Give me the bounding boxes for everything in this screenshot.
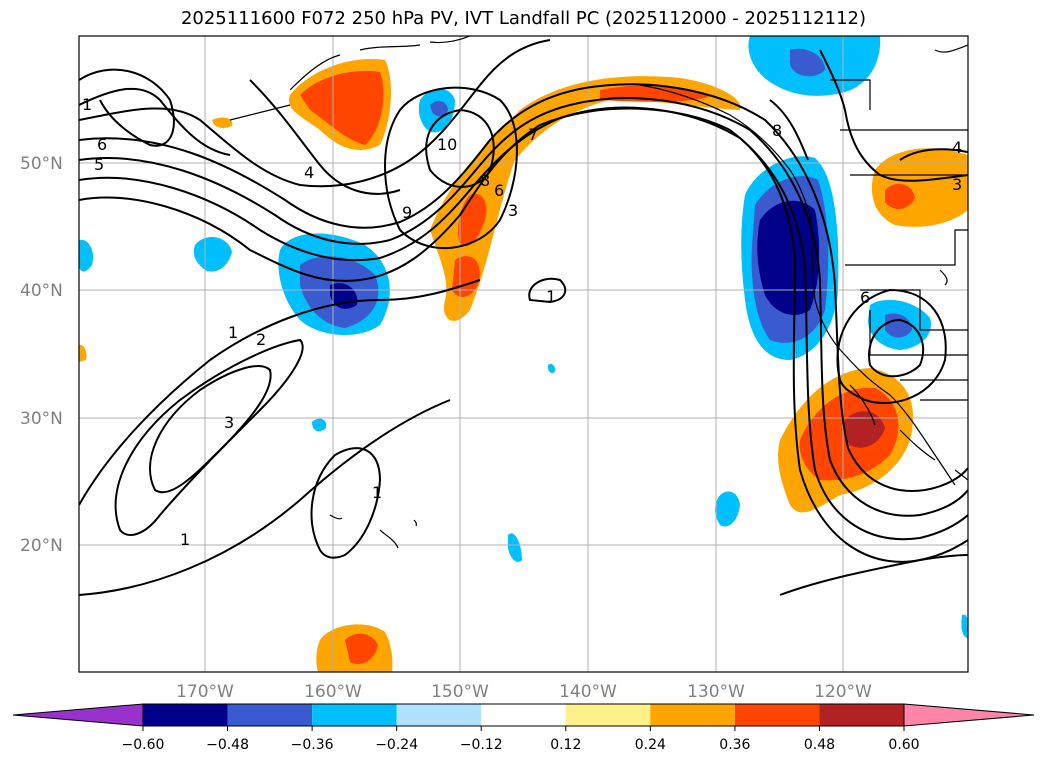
contour-label-2: 2 <box>256 330 266 349</box>
contour-line <box>79 83 968 492</box>
contour-line <box>868 318 925 378</box>
contour-line <box>384 86 518 250</box>
lon-label-130w: 130°W <box>687 682 745 702</box>
contour-label-1b: 1 <box>546 287 556 306</box>
pv-contours <box>79 39 968 596</box>
contour-line <box>79 399 451 596</box>
contour-label-8: 8 <box>480 171 490 190</box>
contour-line <box>899 148 968 161</box>
colorbar-tick-label: −0.36 <box>291 737 334 753</box>
contour-line <box>79 97 968 517</box>
contour-line <box>79 68 175 147</box>
contour-line <box>79 79 401 195</box>
colorbar-tick-label: −0.60 <box>122 737 165 753</box>
map-frame <box>78 35 969 673</box>
contour-line <box>425 108 495 188</box>
colorbar-bin <box>396 704 482 726</box>
gridlines <box>79 36 968 672</box>
contour-label-1d: 1 <box>372 483 382 502</box>
lat-label-50n: 50°N <box>20 154 63 174</box>
colorbar-bin <box>312 704 397 726</box>
contour-line <box>79 106 968 541</box>
lon-label-140w: 140°W <box>559 682 617 702</box>
lon-label-120w: 120°W <box>814 682 872 702</box>
contour-line <box>779 554 968 596</box>
contour-label-6: 6 <box>97 135 107 154</box>
contour-line <box>114 338 304 536</box>
latitude-labels: 50°N 40°N 30°N 20°N <box>20 154 63 556</box>
contour-line <box>310 447 382 559</box>
colorbar-bin <box>481 704 566 726</box>
contour-label-10: 10 <box>437 135 457 154</box>
colorbar-tick-label: −0.12 <box>460 737 503 753</box>
longitude-labels: 170°W 160°W 150°W 140°W 130°W 120°W <box>176 682 872 702</box>
colorbar-tick-label: 0.60 <box>888 737 919 753</box>
contour-label-3: 3 <box>508 201 518 220</box>
lon-label-170w: 170°W <box>176 682 234 702</box>
colorbar-outline <box>142 703 905 727</box>
colorbar-tick-label: 0.48 <box>804 737 835 753</box>
lon-label-150w: 150°W <box>431 682 489 702</box>
map-title: 2025111600 F072 250 hPa PV, IVT Landfall… <box>180 8 867 29</box>
contour-label-3b: 3 <box>224 413 234 432</box>
colorbar-tick-label: −0.48 <box>206 737 249 753</box>
contour-line <box>149 365 272 494</box>
contour-label-7: 7 <box>528 125 538 144</box>
colorbar-bin <box>227 704 313 726</box>
contour-label-3c: 3 <box>952 175 962 194</box>
contour-labels: 1 6 5 4 9 10 8 6 3 7 1 1 2 3 1 1 8 6 4 3 <box>82 95 962 549</box>
contour-line <box>79 279 481 506</box>
colorbar-bin <box>734 704 820 726</box>
lat-label-30n: 30°N <box>20 409 63 429</box>
lon-label-160w: 160°W <box>304 682 362 702</box>
contour-line <box>836 288 947 405</box>
lat-label-20n: 20°N <box>20 536 63 556</box>
colorbar-tick-label: 0.24 <box>635 737 666 753</box>
colorbar-bin <box>143 704 228 726</box>
colorbar-extend-low <box>12 703 144 727</box>
colorbar-bin <box>650 704 735 726</box>
contour-label-5: 5 <box>94 155 104 174</box>
contour-label-1c: 1 <box>228 323 238 342</box>
contour-line <box>528 277 567 304</box>
shading-layer <box>79 36 968 672</box>
contour-label-4: 4 <box>304 163 314 182</box>
colorbar-extend-high <box>903 703 1035 727</box>
contour-label-6c: 6 <box>860 288 870 307</box>
colorbar: −0.60 −0.48 −0.36 −0.24 −0.12 0.12 0.24 0.36 0.4… <box>12 703 1035 753</box>
colorbar-bin <box>565 704 651 726</box>
lat-label-40n: 40°N <box>20 281 63 301</box>
colorbar-bin <box>819 704 904 726</box>
colorbar-tick-label: 0.36 <box>719 737 750 753</box>
contour-label-6b: 6 <box>494 181 504 200</box>
contour-label-8b: 8 <box>772 121 782 140</box>
colorbar-tick-label: −0.24 <box>375 737 418 753</box>
contour-label-1: 1 <box>82 95 92 114</box>
contour-line <box>819 49 968 182</box>
colorbar-tick-label: 0.12 <box>550 737 581 753</box>
contour-label-4b: 4 <box>952 138 962 157</box>
contour-label-9: 9 <box>402 203 412 222</box>
contour-label-1e: 1 <box>180 530 190 549</box>
contour-line <box>769 99 809 161</box>
